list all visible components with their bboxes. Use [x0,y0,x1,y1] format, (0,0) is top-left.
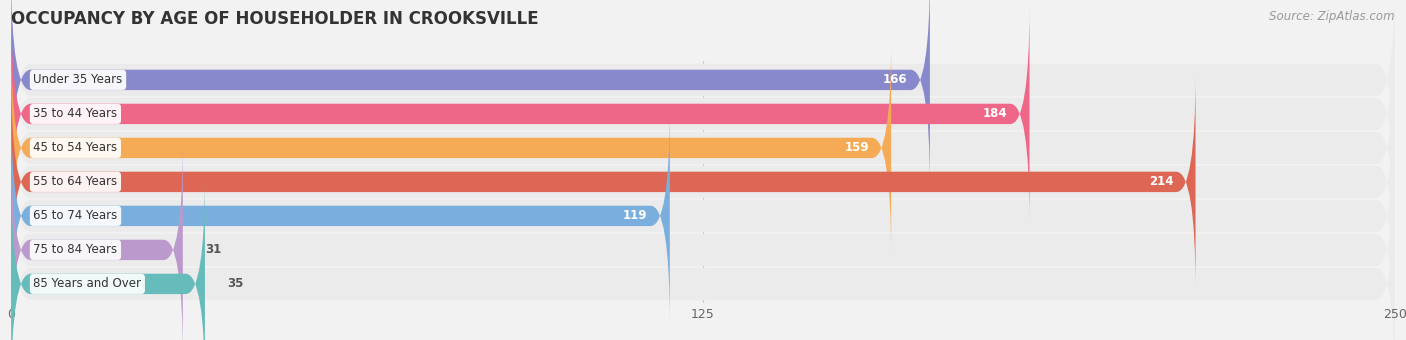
FancyBboxPatch shape [11,181,1395,340]
Text: 159: 159 [845,141,869,154]
Text: 35: 35 [228,277,243,290]
FancyBboxPatch shape [11,39,891,257]
FancyBboxPatch shape [11,79,1395,285]
Text: Under 35 Years: Under 35 Years [34,73,122,86]
FancyBboxPatch shape [11,113,1395,319]
FancyBboxPatch shape [11,45,1395,251]
FancyBboxPatch shape [11,11,1395,217]
Text: 55 to 64 Years: 55 to 64 Years [34,175,118,188]
FancyBboxPatch shape [11,5,1029,223]
FancyBboxPatch shape [11,147,1395,340]
FancyBboxPatch shape [11,107,669,325]
Text: Source: ZipAtlas.com: Source: ZipAtlas.com [1270,10,1395,23]
Text: 45 to 54 Years: 45 to 54 Years [34,141,118,154]
Text: 214: 214 [1149,175,1174,188]
Text: 75 to 84 Years: 75 to 84 Years [34,243,118,256]
Text: 35 to 44 Years: 35 to 44 Years [34,107,118,120]
Text: 166: 166 [883,73,908,86]
FancyBboxPatch shape [11,0,929,189]
FancyBboxPatch shape [11,175,205,340]
Text: 85 Years and Over: 85 Years and Over [34,277,142,290]
FancyBboxPatch shape [11,0,1395,183]
FancyBboxPatch shape [11,73,1195,291]
FancyBboxPatch shape [11,141,183,340]
Text: 184: 184 [983,107,1007,120]
Text: 65 to 74 Years: 65 to 74 Years [34,209,118,222]
Text: 31: 31 [205,243,221,256]
Text: OCCUPANCY BY AGE OF HOUSEHOLDER IN CROOKSVILLE: OCCUPANCY BY AGE OF HOUSEHOLDER IN CROOK… [11,10,538,28]
Text: 119: 119 [623,209,648,222]
